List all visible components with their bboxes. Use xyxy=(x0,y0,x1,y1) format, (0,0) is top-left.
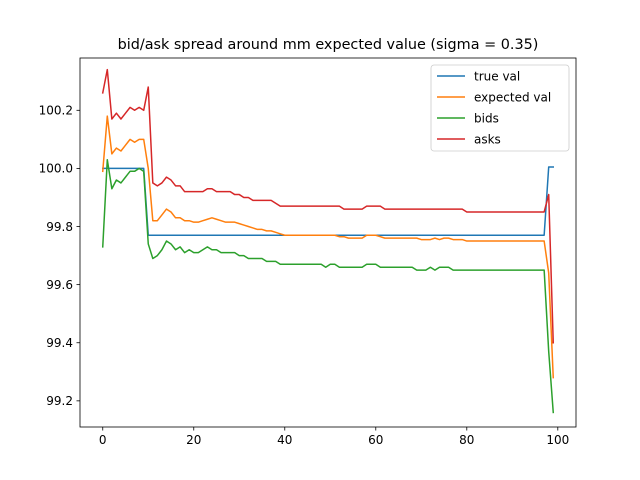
y-tick-label: 100.0 xyxy=(39,162,73,176)
legend-label: expected val xyxy=(474,90,551,104)
legend-label: bids xyxy=(474,111,499,125)
legend: true val expected val bids asks xyxy=(430,64,570,152)
x-tick-label: 20 xyxy=(186,433,201,447)
x-tick-label: 80 xyxy=(459,433,474,447)
y-tick-label: 99.8 xyxy=(46,220,73,234)
y-tick-label: 99.2 xyxy=(46,394,73,408)
y-tick-label: 99.4 xyxy=(46,336,73,350)
series-line-bids xyxy=(101,158,555,414)
legend-box xyxy=(430,64,570,152)
x-tick-label: 60 xyxy=(368,433,383,447)
series-line-expected-val xyxy=(101,115,555,379)
plot-frame xyxy=(79,57,577,428)
axes-layer: 0 20 40 60 80 100 99.2 99.4 99.6 99.8 100.0 100.2 xyxy=(39,104,570,447)
y-tick-label: 99.6 xyxy=(46,278,73,292)
legend-label: asks xyxy=(474,132,501,146)
y-tick-label: 100.2 xyxy=(39,104,73,118)
x-tick-label: 40 xyxy=(277,433,292,447)
chart-title: bid/ask spread around mm expected value … xyxy=(118,37,539,53)
x-tick-label: 100 xyxy=(546,433,569,447)
legend-items: true val expected val bids asks xyxy=(437,69,551,146)
series-layer xyxy=(101,68,555,414)
series-line-asks xyxy=(101,68,555,344)
legend-label: true val xyxy=(474,69,520,83)
x-tick-label: 0 xyxy=(99,433,107,447)
